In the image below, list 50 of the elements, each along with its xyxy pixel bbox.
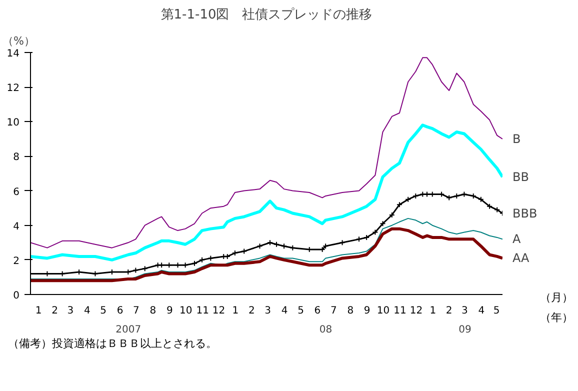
x-tick-label: 4 (281, 306, 288, 316)
text: 08 (319, 324, 332, 336)
x-tick-label: 3 (264, 306, 272, 316)
x-tick-label: 1 (430, 306, 436, 316)
chart-title: 第1-1-10図 社債スプレッドの推移 (160, 8, 372, 22)
x-tick-label: 11 (196, 306, 209, 316)
x-tick-label: 6 (314, 306, 321, 316)
x-tick-label: 5 (100, 306, 107, 316)
x-tick-label: 2 (52, 306, 58, 316)
y-tick-label: 8 (13, 152, 20, 164)
x-tick-label: 12 (212, 306, 226, 316)
x-tick-label: 7 (133, 306, 140, 316)
x-tick-label: 10 (179, 306, 192, 316)
text: 2007 (116, 324, 142, 336)
x-tick-label: 1 (232, 306, 239, 316)
x-tick-label: 5 (298, 306, 304, 316)
x-tick-label: 4 (478, 306, 485, 316)
text: 09 (458, 324, 472, 336)
x-tick-label: 8 (347, 306, 354, 316)
series-label: BB (512, 170, 529, 184)
x-tick-label: 6 (116, 306, 124, 316)
x-axis-title: （月） (540, 290, 573, 306)
series-label: BBB (512, 206, 538, 220)
y-tick-label: 14 (6, 48, 20, 60)
y-tick-label: 10 (6, 118, 20, 129)
x-tick-label: 3 (67, 306, 74, 316)
x-tick-label: 10 (376, 306, 390, 316)
x-tick-label: 9 (364, 306, 370, 316)
y-tick-label: 12 (6, 83, 20, 94)
y-tick-label: 6 (13, 186, 20, 198)
text: （年） (540, 310, 573, 326)
y-tick-label: 0 (13, 290, 20, 302)
series-label: AA (512, 251, 530, 266)
x-tick-label: 11 (394, 306, 406, 316)
series-label: A (512, 232, 522, 246)
series-label: B (512, 132, 521, 146)
x-tick-label: 1 (35, 306, 42, 316)
x-tick-label: 3 (462, 306, 468, 316)
y-axis-title: （%） (2, 34, 35, 48)
text: （備考）投資適格はＢＢＢ以上とされる。 (8, 337, 217, 350)
x-tick-label: 8 (150, 306, 156, 316)
x-tick-label: 2 (248, 306, 255, 316)
x-tick-label: 12 (410, 306, 423, 316)
x-tick-label: 7 (330, 306, 337, 316)
x-tick-label: 9 (166, 306, 173, 316)
x-tick-label: 2 (446, 306, 452, 316)
x-tick-label: 4 (84, 306, 90, 316)
y-tick-label: 4 (13, 221, 20, 232)
y-tick-label: 2 (13, 256, 20, 267)
x-tick-label: 5 (493, 306, 500, 316)
